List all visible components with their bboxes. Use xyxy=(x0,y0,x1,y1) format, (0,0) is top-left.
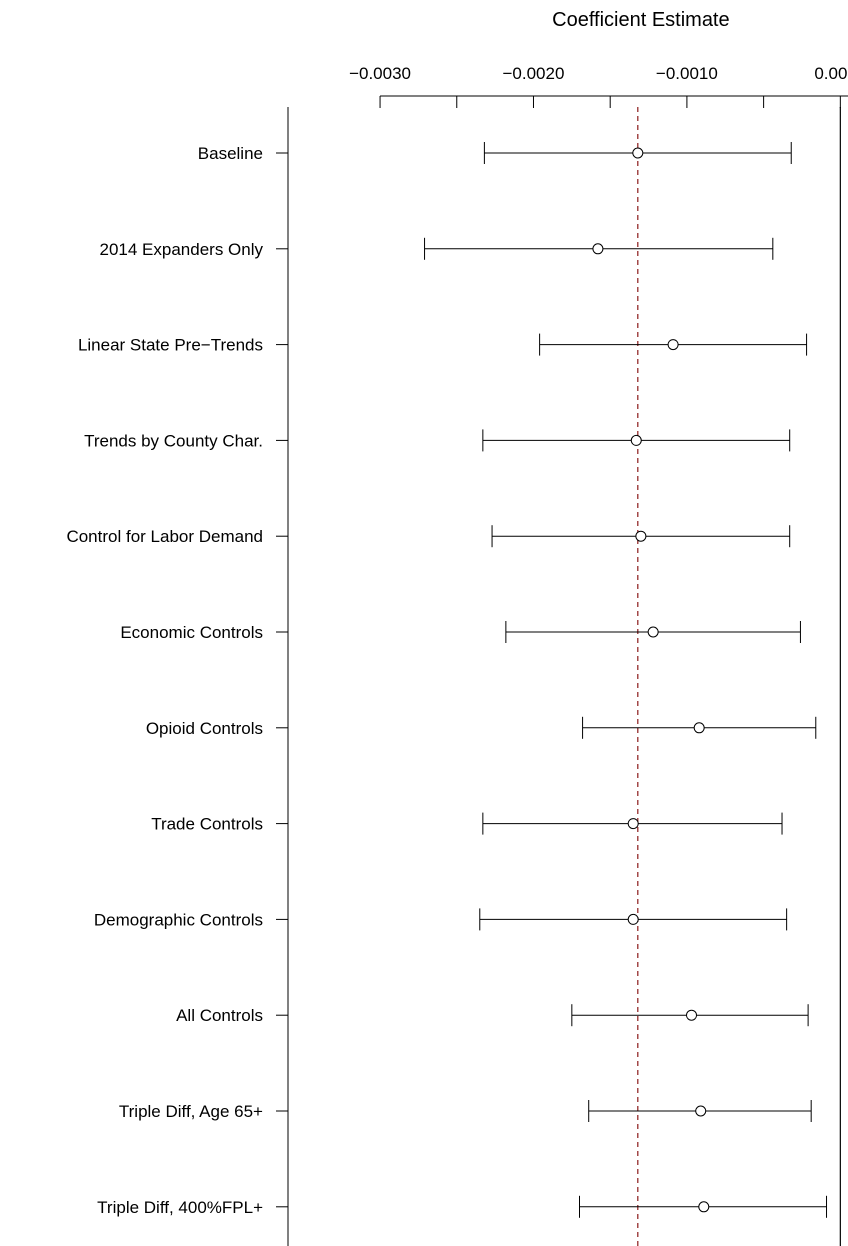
point-estimate xyxy=(592,243,604,255)
estimate-row xyxy=(482,812,783,835)
category-label: Trade Controls xyxy=(151,815,263,834)
estimate-row xyxy=(424,237,774,260)
category-label: Trends by County Char. xyxy=(84,431,263,450)
point-estimate xyxy=(695,1105,707,1117)
category-label: Baseline xyxy=(198,144,263,163)
estimate-row xyxy=(571,1004,809,1027)
x-tick-label: −0.0020 xyxy=(503,64,565,83)
reference-lines xyxy=(637,107,841,1246)
category-label: 2014 Expanders Only xyxy=(100,240,264,259)
estimate-row xyxy=(588,1100,812,1122)
category-label: Opioid Controls xyxy=(146,719,263,738)
category-label: Demographic Controls xyxy=(94,910,263,929)
category-label: Linear State Pre−Trends xyxy=(78,336,263,355)
category-label: Economic Controls xyxy=(120,623,263,642)
x-tick-label: 0.0000 xyxy=(814,64,848,83)
point-estimate xyxy=(686,1009,698,1021)
category-label: Triple Diff, Age 65+ xyxy=(119,1102,263,1121)
category-label: Triple Diff, 400%FPL+ xyxy=(97,1198,263,1217)
point-estimate xyxy=(647,626,659,638)
left-axis: Baseline 2014 Expanders Only Linear State … xyxy=(66,107,289,1246)
estimate-row xyxy=(539,333,808,356)
top-axis: −0.0030 −0.0020 −0.0010 0.0000 xyxy=(349,64,848,108)
category-label: All Controls xyxy=(176,1006,263,1025)
estimate-row xyxy=(579,1195,828,1218)
point-estimate xyxy=(632,147,644,159)
point-estimate xyxy=(627,818,639,830)
point-estimate xyxy=(635,530,647,542)
estimate-row xyxy=(505,621,801,643)
estimate-row xyxy=(483,142,792,164)
x-axis-title: Coefficient Estimate xyxy=(552,9,730,31)
x-tick-label: −0.0010 xyxy=(656,64,718,83)
x-tick-label: −0.0030 xyxy=(349,64,411,83)
point-estimate xyxy=(627,913,639,925)
category-label: Control for Labor Demand xyxy=(66,527,263,546)
point-estimate xyxy=(667,339,679,351)
estimate-row xyxy=(582,716,817,739)
estimates-series xyxy=(424,142,828,1218)
point-estimate xyxy=(693,722,705,734)
point-estimate xyxy=(698,1201,710,1213)
estimate-row xyxy=(479,908,788,931)
estimate-row xyxy=(482,429,791,452)
estimate-row xyxy=(491,525,791,548)
point-estimate xyxy=(630,434,642,446)
